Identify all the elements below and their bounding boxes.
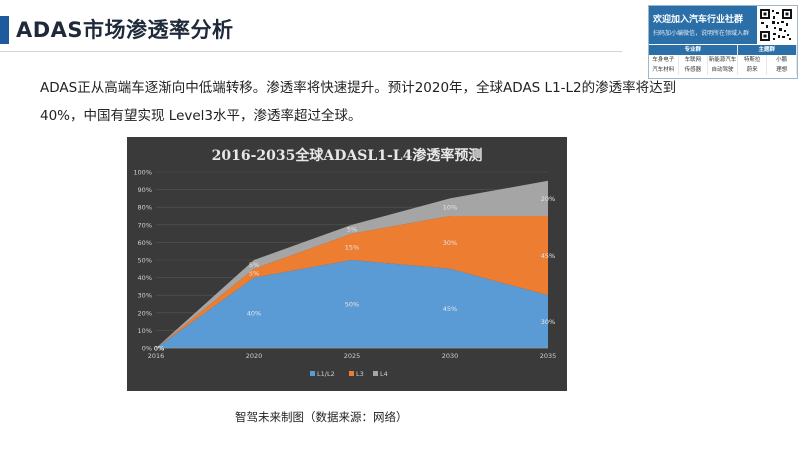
data-label: 30% (541, 318, 555, 326)
qr-code-icon[interactable] (759, 8, 793, 42)
promo-cell: 小鹏 (767, 55, 797, 65)
legend-swatch (373, 371, 378, 376)
promo-header: 欢迎加入汽车行业社群 扫码加小编微信，说明所在领域入群 (649, 6, 757, 44)
promo-header-topic: 主题群 (738, 45, 797, 55)
data-label: 10% (443, 204, 457, 212)
promo-cell: 新能源汽车 (708, 55, 738, 65)
y-tick-label: 10% (138, 327, 152, 335)
y-tick-label: 20% (138, 309, 152, 317)
legend-label: L4 (380, 370, 388, 378)
area-l1-l2 (156, 260, 548, 348)
promo-cell: 车身电子 (649, 55, 679, 65)
data-label: 5% (249, 270, 259, 278)
promo-table-row: 汽车材料 传感器 自动驾驶 蔚来 理想 (649, 65, 797, 75)
promo-title: 欢迎加入汽车行业社群 (653, 15, 744, 25)
community-promo-card[interactable]: 欢迎加入汽车行业社群 扫码加小编微信，说明所在领域入群 专业群 主题群 车身电子… (648, 5, 798, 79)
y-tick-label: 100% (133, 169, 152, 177)
y-tick-label: 50% (138, 257, 152, 265)
promo-header-professional: 专业群 (649, 45, 738, 55)
y-tick-label: 60% (138, 239, 152, 247)
title-accent-bar (0, 16, 9, 44)
data-label: 45% (541, 252, 555, 260)
x-tick-label: 2016 (148, 352, 165, 360)
promo-table-header: 专业群 主题群 (649, 45, 797, 55)
y-tick-label: 70% (138, 221, 152, 229)
legend-label: L1/L2 (317, 370, 335, 378)
x-tick-label: 2025 (344, 352, 361, 360)
data-label: 30% (443, 239, 457, 247)
promo-cell: 特斯拉 (738, 55, 768, 65)
data-label: 5% (249, 261, 259, 269)
promo-cell: 传感器 (679, 65, 709, 75)
promo-subtitle: 扫码加小编微信，说明所在领域入群 (653, 30, 750, 37)
y-tick-label: 30% (138, 292, 152, 300)
promo-cell: 理想 (767, 65, 797, 75)
data-label: 15% (345, 243, 359, 251)
data-label: 0% (154, 345, 164, 353)
y-tick-label: 80% (138, 204, 152, 212)
data-label: 5% (347, 226, 357, 234)
x-tick-label: 2020 (246, 352, 263, 360)
legend-swatch (310, 371, 315, 376)
legend-swatch (349, 371, 354, 376)
y-tick-label: 40% (138, 274, 152, 282)
promo-cell: 汽车材料 (649, 65, 679, 75)
legend-label: L3 (356, 370, 364, 378)
intro-paragraph: ADAS正从高端车逐渐向中低端转移。渗透率将快速提升。预计2020年，全球ADA… (40, 80, 677, 124)
x-tick-label: 2030 (442, 352, 459, 360)
x-tick-label: 2035 (540, 352, 557, 360)
y-tick-label: 90% (138, 186, 152, 194)
page-title: ADAS市场渗透率分析 (16, 18, 234, 42)
data-label: 45% (443, 305, 457, 313)
promo-cell: 蔚来 (738, 65, 768, 75)
data-label: 40% (247, 309, 261, 317)
y-tick-label: 0% (142, 345, 152, 353)
promo-group-table: 专业群 主题群 车身电子 车联网 新能源汽车 特斯拉 小鹏 汽车材料 传感器 自… (649, 45, 797, 75)
chart-plot: 0% 10% 20% 30% 40% 50% 60% 70% 80% 90% 100% 0% 40% 50… (133, 169, 557, 379)
promo-cell: 车联网 (679, 55, 709, 65)
title-divider (0, 51, 622, 52)
promo-cell: 自动驾驶 (708, 65, 738, 75)
figure-caption: 智驾未来制图（数据来源：网络） (235, 410, 408, 424)
area-l3 (156, 216, 548, 348)
data-label: 50% (345, 301, 359, 309)
penetration-chart: 2016-2035全球ADASL1-L4渗透率预测 0% 10% 20% 30% 40%… (127, 137, 567, 391)
data-label: 0% (154, 345, 164, 353)
data-label: 0% (154, 345, 164, 353)
area-l4 (156, 180, 548, 348)
promo-table-row: 车身电子 车联网 新能源汽车 特斯拉 小鹏 (649, 55, 797, 65)
data-label: 20% (541, 195, 555, 203)
chart-title: 2016-2035全球ADASL1-L4渗透率预测 (211, 148, 483, 164)
